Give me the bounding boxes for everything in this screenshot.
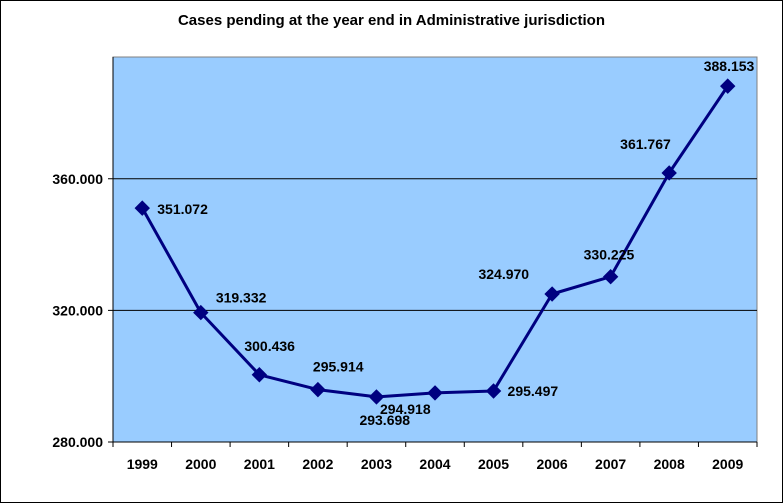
x-tick-label: 2004 (419, 456, 450, 472)
data-label: 300.436 (244, 338, 295, 354)
series-markers (134, 78, 736, 405)
x-tick-label: 2008 (654, 456, 685, 472)
y-tick-label: 320.000 (52, 302, 103, 318)
data-label: 295.497 (508, 383, 559, 399)
x-tick-label: 2002 (302, 456, 333, 472)
data-label: 324.970 (478, 266, 529, 282)
data-label: 295.914 (313, 359, 364, 375)
x-axis-ticks: 1999 2000 2001 2002 2003 2004 2005 2006 2007 2008… (112, 442, 758, 472)
data-label: 294.918 (380, 401, 431, 417)
x-tick-label: 2006 (537, 456, 568, 472)
data-label: 351.072 (157, 201, 208, 217)
data-label: 330.225 (584, 247, 635, 263)
y-axis-ticks: 280.000 320.000 360.000 (52, 171, 113, 450)
data-point-marker (368, 389, 385, 405)
gridlines (113, 178, 757, 311)
data-point-marker (602, 269, 619, 285)
x-tick-label: 1999 (127, 456, 158, 472)
data-label: 319.332 (216, 290, 267, 306)
y-tick-label: 360.000 (52, 171, 103, 187)
data-label: 388.153 (704, 58, 755, 74)
x-tick-label: 2007 (595, 456, 626, 472)
x-tick-label: 2000 (185, 456, 216, 472)
data-labels: 351.072 319.332 300.436 295.914 293.698294.9… (157, 58, 754, 428)
axes (112, 57, 757, 443)
data-label: 361.767 (620, 136, 671, 152)
x-tick-label: 2003 (361, 456, 392, 472)
data-point-marker (310, 381, 326, 398)
y-tick-label: 280.000 (52, 434, 103, 450)
data-point-marker (544, 286, 560, 302)
data-point-marker (661, 165, 677, 181)
data-point-marker (720, 78, 736, 94)
data-point-marker (485, 383, 502, 399)
x-tick-label: 2009 (712, 456, 743, 472)
data-point-marker (134, 200, 150, 216)
x-tick-label: 2001 (244, 456, 275, 472)
data-point-marker (251, 367, 268, 383)
chart-title: Cases pending at the year end in Adminis… (177, 12, 606, 29)
x-tick-label: 2005 (478, 456, 509, 472)
plot-area (112, 56, 758, 443)
data-point-marker (427, 385, 443, 401)
data-label: 293.698 (359, 412, 410, 428)
data-point-marker (193, 304, 209, 321)
